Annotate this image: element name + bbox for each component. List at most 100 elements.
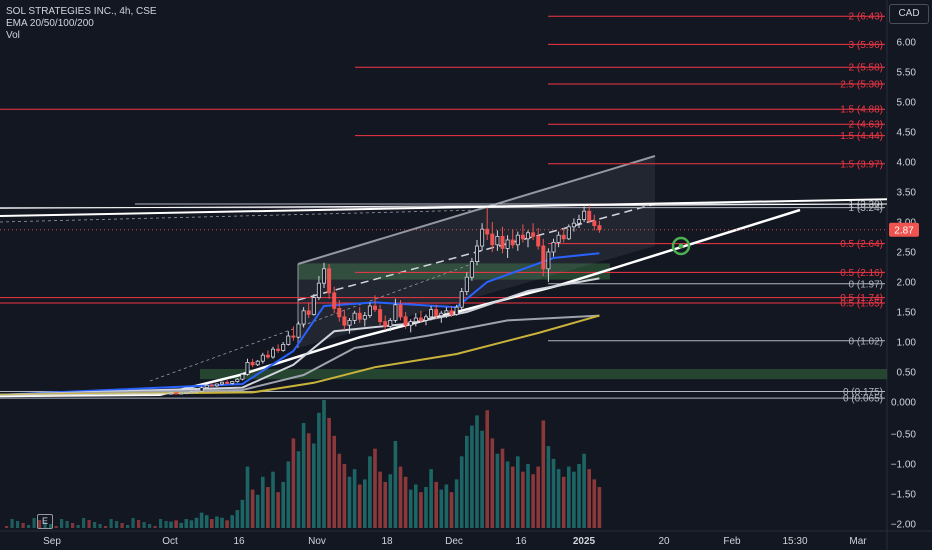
time-axis-label: 18 — [381, 536, 393, 547]
volume-bar — [424, 487, 428, 528]
candle-body — [286, 335, 291, 345]
candle-body — [561, 234, 566, 240]
fib-level-label: 2 (6.43) — [849, 12, 883, 23]
price-axis-tick: 2.00 — [897, 278, 917, 289]
target-marker-ring — [671, 236, 691, 256]
volume-bar — [393, 440, 398, 528]
volume-axis-tick: −2.00 — [891, 520, 917, 531]
candle-body — [321, 268, 326, 284]
candle-body — [515, 234, 520, 246]
volume-bar — [439, 489, 444, 528]
volume-bar — [153, 526, 157, 528]
candle-body — [250, 361, 255, 366]
candle-body — [342, 316, 347, 326]
volume-bar — [368, 456, 372, 528]
candle-body — [459, 291, 464, 308]
price-axis-tick: 1.50 — [897, 308, 917, 319]
ema-line — [0, 314, 600, 396]
earnings-event-marker[interactable]: E — [37, 514, 53, 529]
volume-bar — [291, 438, 296, 528]
candle-body — [230, 381, 235, 384]
volume-bar — [164, 521, 168, 528]
fib-levels: 2 (6.43) 3 (5.96) 2 (5.58) 2.5 (5.30) 1.5 (4… — [0, 12, 885, 405]
fib-level-label: 0 (0.065) — [843, 394, 883, 405]
price-axis-tick: 4.00 — [897, 158, 917, 169]
currency-button[interactable]: CAD — [889, 4, 929, 24]
volume-bar — [142, 522, 146, 528]
candle-body — [316, 282, 321, 299]
fib-level-label: 0.5 (1.65) — [840, 299, 883, 310]
volume-bar — [337, 453, 342, 528]
volume-bar — [317, 412, 321, 528]
volume-bar — [225, 520, 229, 528]
volume-bar — [485, 410, 489, 528]
green-zone — [200, 369, 887, 380]
fib-level-label: 0 (1.02) — [849, 336, 883, 347]
ema-indicator-label[interactable]: EMA 20/50/100/200 — [6, 18, 94, 29]
volume-bar — [131, 518, 135, 528]
time-axis-label: 2025 — [573, 536, 596, 547]
candle-body — [556, 234, 561, 243]
candle-body — [276, 348, 281, 351]
candle-body — [454, 306, 459, 315]
volume-indicator-label[interactable]: Vol — [6, 30, 20, 41]
volume-bar — [49, 524, 53, 528]
volume-bar — [342, 464, 347, 528]
symbol-title[interactable]: SOL STRATEGIES INC., 4h, CSE — [6, 6, 157, 17]
candle-body — [388, 319, 393, 327]
volume-bar — [332, 435, 336, 528]
volume-bar — [32, 518, 36, 528]
candle-body — [383, 321, 388, 327]
candle-body — [571, 222, 576, 228]
candle-body — [214, 383, 219, 387]
candle-body — [204, 384, 209, 389]
volume-bar — [582, 453, 586, 528]
green-zones — [200, 263, 887, 380]
volume-bar — [43, 522, 47, 528]
volume-axis-tick: −0.50 — [891, 430, 917, 441]
candle-body — [429, 309, 434, 318]
candle-body — [403, 316, 408, 326]
volume-bar — [577, 464, 581, 528]
volume-bar — [235, 510, 240, 528]
volume-bar — [378, 471, 382, 528]
candle-body — [245, 361, 250, 375]
candle-body — [393, 304, 398, 321]
volume-bar — [521, 471, 525, 528]
fib-level-label: 1 (3.24) — [849, 203, 883, 214]
volume-bars — [5, 400, 602, 528]
fib-level-label: 2.5 (5.30) — [840, 80, 883, 91]
volume-bar — [526, 464, 530, 528]
volume-bar — [347, 476, 352, 528]
candle-body — [189, 391, 194, 394]
candle-body — [311, 297, 316, 315]
fib-level-label: 1 (3.30) — [849, 200, 883, 211]
volume-bar — [286, 461, 291, 528]
volume-bar — [541, 420, 546, 528]
volume-bar — [516, 456, 520, 528]
time-axis-label: 15:30 — [782, 536, 807, 547]
fib-level-label: 0.5 (1.74) — [840, 293, 883, 304]
fib-level-label: 0 (1.97) — [849, 279, 883, 290]
volume-bar — [475, 415, 479, 528]
candle-body — [464, 276, 469, 293]
price-axis-tick: 5.00 — [897, 98, 917, 109]
candle-body — [347, 319, 352, 326]
fib-level-label: 0 (0.175) — [843, 387, 883, 398]
candle-body — [168, 392, 173, 395]
candle-body — [592, 220, 597, 227]
volume-bar — [71, 523, 75, 528]
candle-body — [240, 373, 245, 380]
candle-body — [194, 390, 199, 393]
volume-bar — [500, 448, 505, 528]
candle-body — [495, 235, 500, 246]
volume-bar — [510, 466, 515, 528]
candle-body — [597, 225, 602, 231]
volume-bar — [536, 466, 540, 528]
time-axis-label: Dec — [445, 536, 463, 547]
candle-body — [587, 210, 592, 222]
volume-bar — [76, 525, 80, 528]
fib-level-label: 0.5 (2.64) — [840, 239, 883, 250]
chart-legend: SOL STRATEGIES INC., 4h, CSE EMA 20/50/1… — [6, 6, 157, 42]
